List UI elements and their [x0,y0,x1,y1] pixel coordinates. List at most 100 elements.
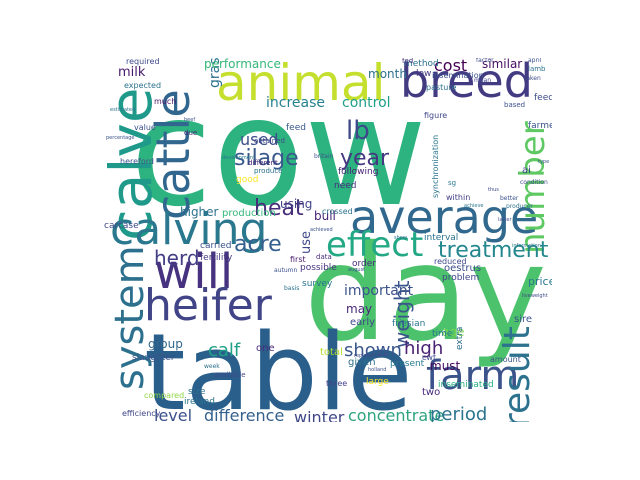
word-size: size [188,387,206,397]
word-beef: beef [184,117,196,123]
word-estimated: estimated [110,107,136,113]
word-amount: amount [490,355,521,364]
word-survey: survey [302,279,333,289]
word-cost: cost [434,58,468,75]
word-ireland: ireland [184,397,215,407]
word-available: available [214,371,246,379]
word-achieved: achieved [310,227,333,233]
word-three: three [326,379,348,388]
word-number: number [513,121,552,254]
word-condition: condition [520,179,548,186]
word-carcase: carcase [104,221,139,231]
word-cwt: cwt [422,353,437,362]
word-performance: performance [204,58,281,71]
word-percentage: percentage [106,135,135,141]
word-obtained: obtained [254,137,285,145]
word-insemination: insemination [432,71,484,80]
word-need: need [334,181,357,191]
word-age: age [442,325,465,339]
word-show: show [394,235,407,241]
word-reduced: reduced [434,257,467,266]
word-day: day [304,217,547,371]
word-compared: compared [144,391,185,400]
word-using: using [280,197,313,211]
word-much: much [154,97,177,106]
word-possible: possible [300,263,337,273]
word-type: type [538,159,550,165]
word-calf: calf [208,340,241,361]
word-based: based [504,101,526,109]
word-shown: shown [344,340,402,361]
word-taken: taken [524,75,541,82]
word-farm: farm [426,353,520,399]
word-replacement: replacement [354,353,386,359]
word-milk: milk [118,65,146,80]
word-value: value [134,123,156,132]
word-low: low [416,69,432,79]
word-similar: similar [482,58,523,71]
word-time: time [432,329,453,339]
word-liveweight: liveweight [522,293,548,299]
word-bull: bull [314,209,336,223]
word-friesian: friesian [392,319,426,329]
word-two: two [422,387,441,398]
word-effect: effect [326,225,424,265]
word-thus: thus [488,187,499,193]
word-table: table [144,311,413,423]
word-must: must [430,359,461,373]
word-ai: ai [522,165,531,176]
word-factor: factor [476,58,494,64]
word-producer: producer [506,203,533,210]
word-year: year [340,146,390,171]
word-produce: produce [254,167,283,175]
word-required: required [126,58,160,66]
word-order: order [352,259,376,269]
word-lamb: lamb [528,65,546,73]
word-winter: winter [294,408,345,423]
word-may: may [346,302,373,316]
word-development: development [222,155,255,161]
word-different: different [248,159,278,167]
word-silage: silage [234,146,299,171]
word-large: large [366,377,389,387]
word-price: price [528,275,552,288]
word-carried: carried [200,241,232,251]
word-cow: cow [130,66,427,240]
word-efficiency: efficiency [122,409,161,418]
word-one: one [256,343,275,354]
word-cattle: cattle [146,89,200,220]
word-crossed: crossed [322,207,353,216]
word-sg: sg [448,179,457,187]
word-expected: expected [124,81,162,90]
word-pasture: pasture [426,83,457,92]
word-latter: latter [498,217,512,223]
word-feed: feed [286,123,306,133]
word-week: week [204,363,220,370]
word-extra: extra [455,326,465,350]
word-herd: herd [154,246,200,270]
word-period: period [430,404,488,423]
word-farmer: farmer [528,121,552,131]
word-inseminated: inseminated [438,380,494,390]
word-due: due [184,129,198,137]
word-autumn: autumn [274,267,298,274]
word-holland: holland [368,367,387,373]
word-treatment: treatment [438,238,549,263]
word-will: will [154,244,234,300]
word-mean: mean [474,77,492,84]
word-high: high [404,338,444,359]
word-fed: fed [402,58,414,65]
word-difference: difference [204,406,285,423]
word-method: method [404,59,439,69]
word-britain: britain [314,153,334,160]
word-present: present [390,359,425,369]
word-average: average [350,190,539,244]
word-feeding: feeding [534,93,552,103]
word-concentrate: concentrate [348,406,445,423]
word-lb: lb [346,116,370,146]
word-level: level [154,406,193,423]
word-early: early [350,317,376,328]
word-slaughter: slaughter [132,353,175,363]
word-information: information [512,243,541,249]
word-synchronization: synchronization [431,134,440,198]
